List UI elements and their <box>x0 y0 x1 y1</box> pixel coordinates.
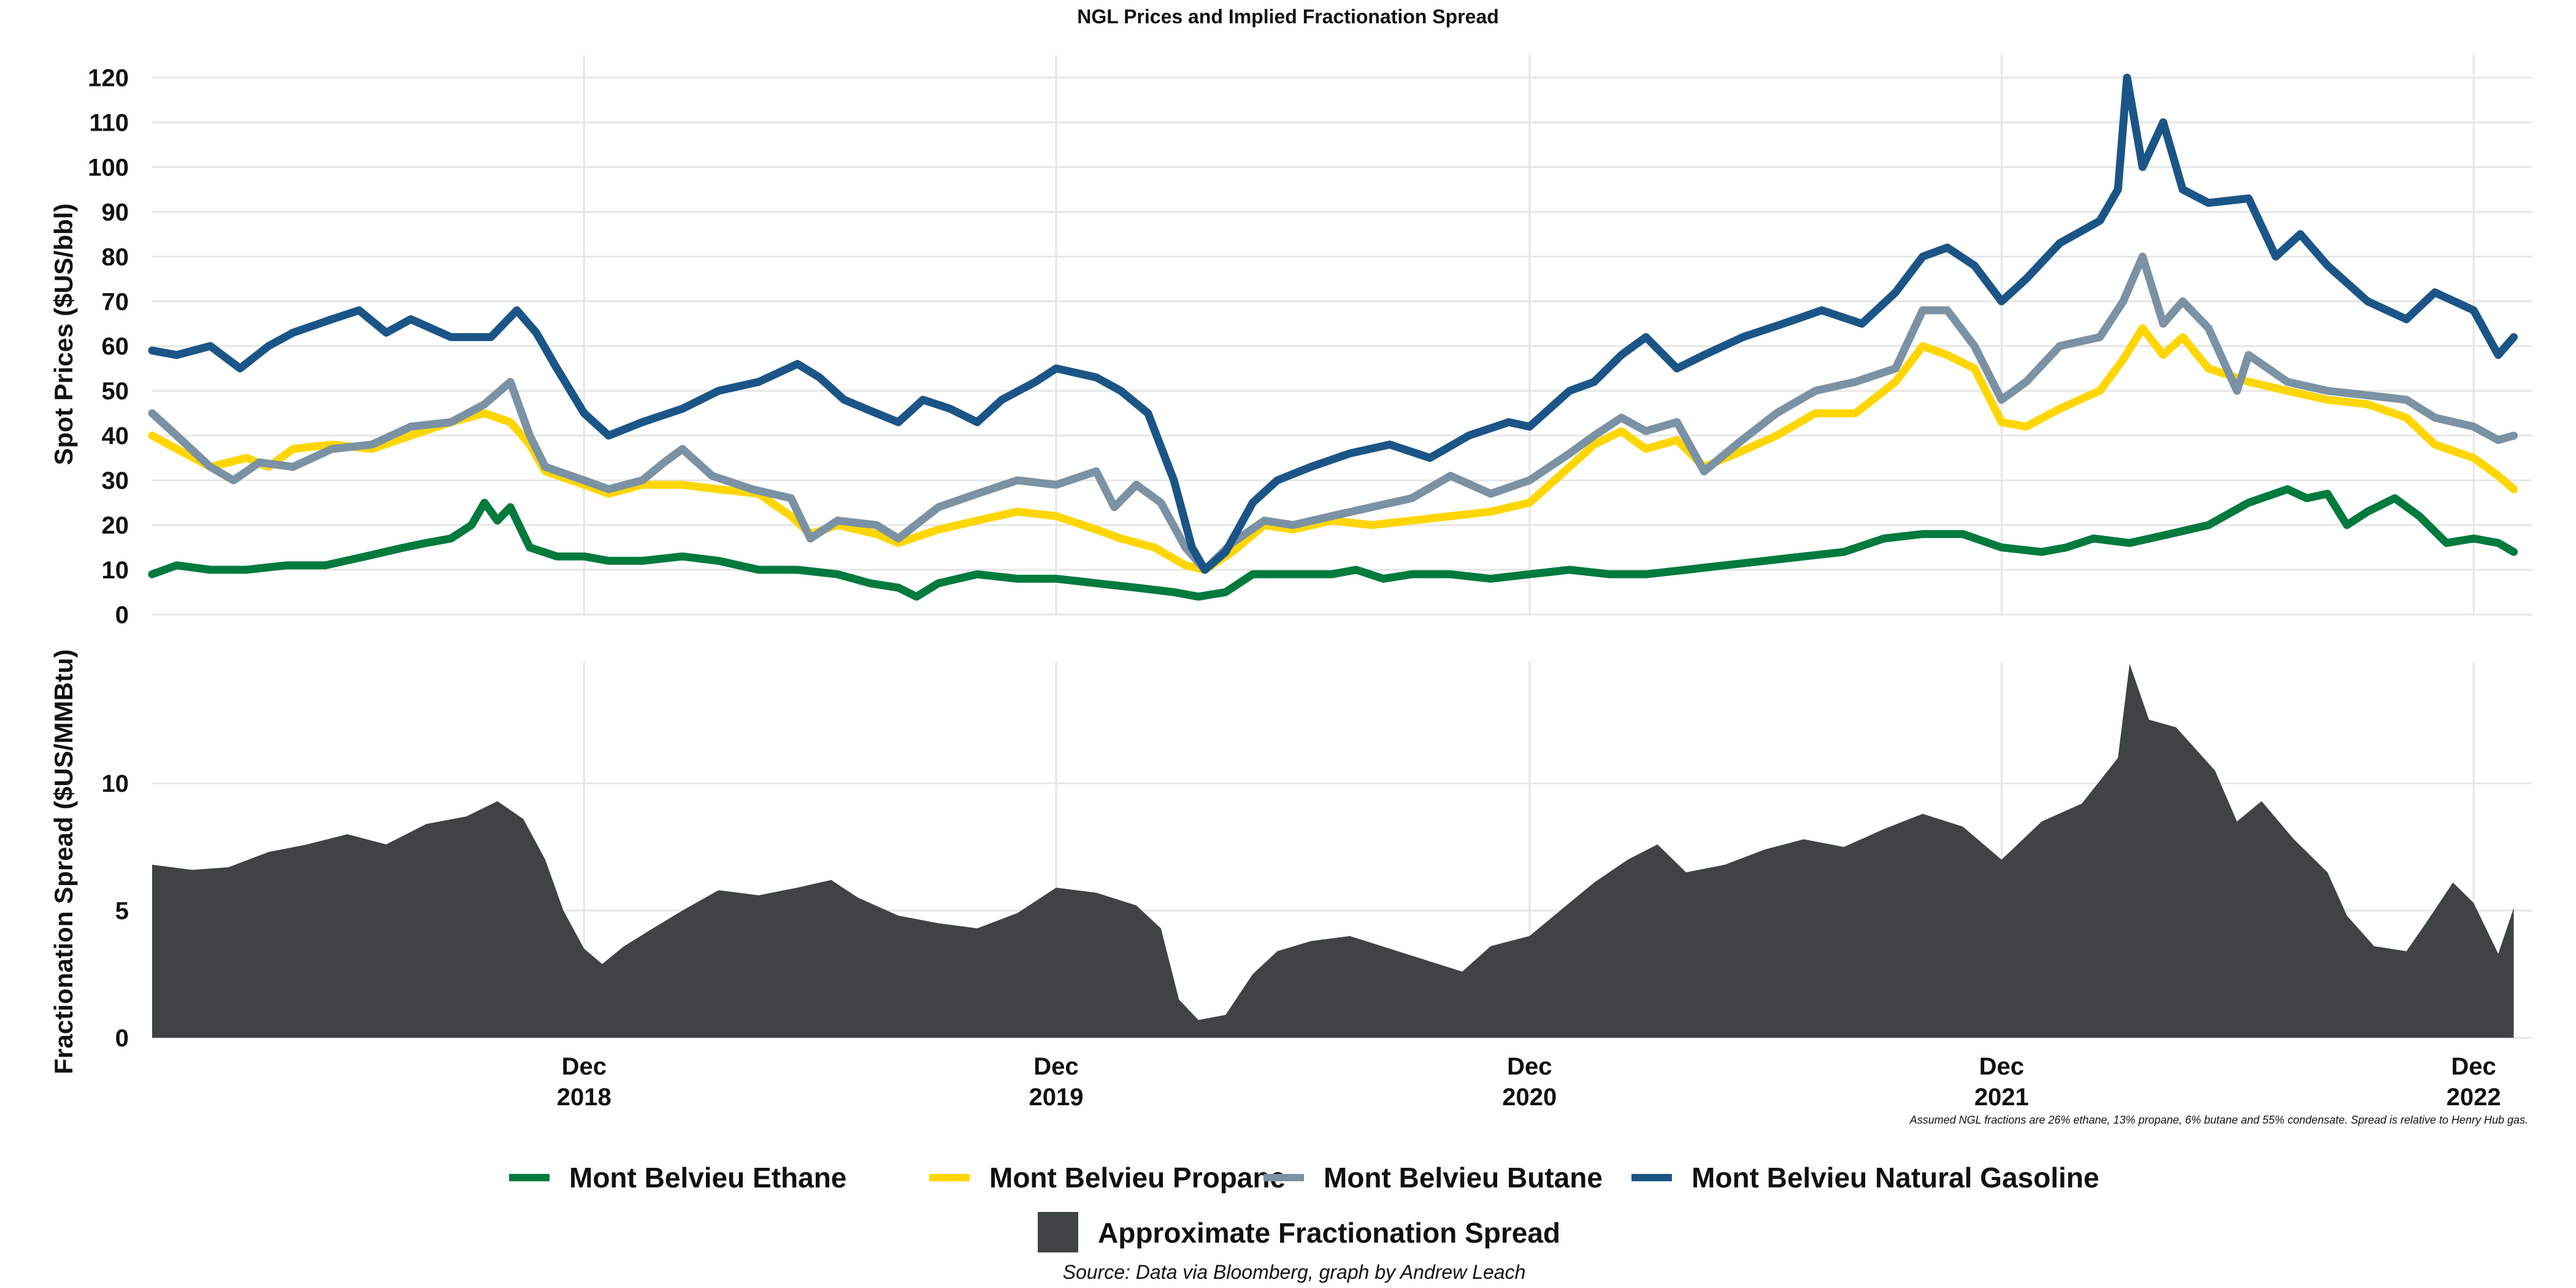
series-line-mont-belvieu-ethane <box>148 485 2518 601</box>
chart-title: NGL Prices and Implied Fractionation Spr… <box>1077 6 1499 28</box>
price-y-tick-label: 40 <box>102 423 129 450</box>
price-y-tick-label: 60 <box>102 333 129 360</box>
x-tick-label-year: 2022 <box>2447 1084 2501 1111</box>
x-tick-label-month: Dec <box>2451 1053 2496 1080</box>
legend-label: Mont Belvieu Natural Gasoline <box>1692 1162 2099 1194</box>
x-tick-label-month: Dec <box>1033 1053 1078 1080</box>
chart-footnote: Assumed NGL fractions are 26% ethane, 13… <box>1909 1114 2528 1126</box>
chart-source: Source: Data via Bloomberg, graph by And… <box>1063 1261 1526 1283</box>
legend-label: Approximate Fractionation Spread <box>1098 1217 1560 1249</box>
spread-panel-ylabel: Fractionation Spread ($US/MMBtu) <box>49 649 78 1074</box>
price-y-tick-label: 90 <box>102 199 129 226</box>
price-y-tick-label: 30 <box>102 467 129 494</box>
price-y-tick-label: 50 <box>102 378 129 405</box>
series-area-fractionation-spread <box>152 664 2514 1038</box>
price-y-tick-label: 20 <box>102 512 129 539</box>
series-line-mont-belvieu-natural-gasoline <box>148 74 2518 574</box>
price-y-tick-label: 80 <box>102 243 129 270</box>
spread-y-tick-label: 0 <box>115 1025 129 1052</box>
price-panel-ylabel: Spot Prices ($US/bbl) <box>49 203 78 465</box>
price-panel: 0 10 20 30 40 50 60 70 80 90 100 110 120 Spot Prices… <box>49 55 2532 629</box>
x-tick-label-month: Dec <box>562 1053 607 1080</box>
spread-y-tick-label: 10 <box>102 770 129 797</box>
legend-label: Mont Belvieu Propane <box>989 1162 1286 1194</box>
price-y-tick-label: 10 <box>102 557 129 584</box>
x-tick-label-month: Dec <box>1507 1053 1552 1080</box>
price-y-tick-label: 100 <box>88 154 129 181</box>
series-line-mont-belvieu-butane <box>148 252 2518 574</box>
x-tick-label-year: 2019 <box>1029 1084 1083 1111</box>
spread-panel: 0 5 10 Fractionation Spread ($US/MMBtu) <box>49 649 2532 1075</box>
legend: Mont Belvieu Ethane Mont Belvieu Propane M… <box>509 1162 2099 1252</box>
legend-label: Mont Belvieu Butane <box>1324 1162 1603 1194</box>
legend-swatch <box>1038 1212 1078 1252</box>
price-y-tick-label: 70 <box>102 288 129 315</box>
x-tick-label-year: 2021 <box>1974 1084 2029 1111</box>
legend-label: Mont Belvieu Ethane <box>569 1162 846 1194</box>
price-y-tick-label: 120 <box>88 64 129 91</box>
x-tick-label-year: 2018 <box>557 1084 611 1111</box>
x-tick-label-year: 2020 <box>1502 1084 1557 1111</box>
price-y-tick-label: 110 <box>89 109 129 136</box>
spread-y-tick-label: 5 <box>115 898 129 925</box>
x-tick-label-month: Dec <box>1979 1053 2024 1080</box>
price-y-tick-label: 0 <box>115 602 129 629</box>
